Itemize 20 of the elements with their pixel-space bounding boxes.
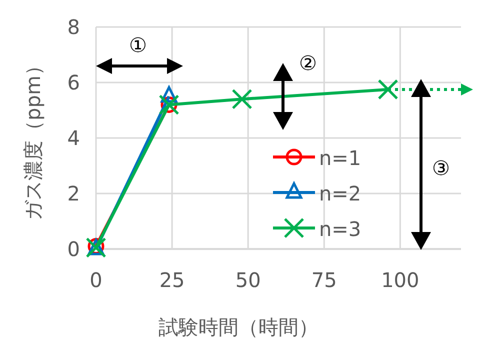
x-tick-label: 25 xyxy=(159,268,185,292)
point xyxy=(378,79,398,100)
x-tick-label: 0 xyxy=(90,268,102,292)
legend-label: n=1 xyxy=(319,146,362,170)
y-tick-label: 8 xyxy=(67,15,80,39)
x-tick-label: 100 xyxy=(381,268,420,292)
legend-label: n=3 xyxy=(319,217,362,241)
annotation: ③ xyxy=(432,156,450,180)
annotation: ① xyxy=(129,33,147,57)
point xyxy=(232,88,252,110)
annotation: ② xyxy=(299,51,317,75)
legend-label: n=2 xyxy=(319,182,362,206)
x-axis-title: 試験時間（時間） xyxy=(158,315,318,339)
y-tick-label: 6 xyxy=(67,70,80,94)
x-tick-label: 50 xyxy=(235,268,261,292)
y-tick-label: 0 xyxy=(67,237,80,261)
x-tick-label: 75 xyxy=(311,268,337,292)
y-axis-title: ガス濃度（ppm） xyxy=(21,56,45,220)
y-tick-label: 2 xyxy=(67,182,80,206)
y-tick-label: 4 xyxy=(67,126,80,150)
